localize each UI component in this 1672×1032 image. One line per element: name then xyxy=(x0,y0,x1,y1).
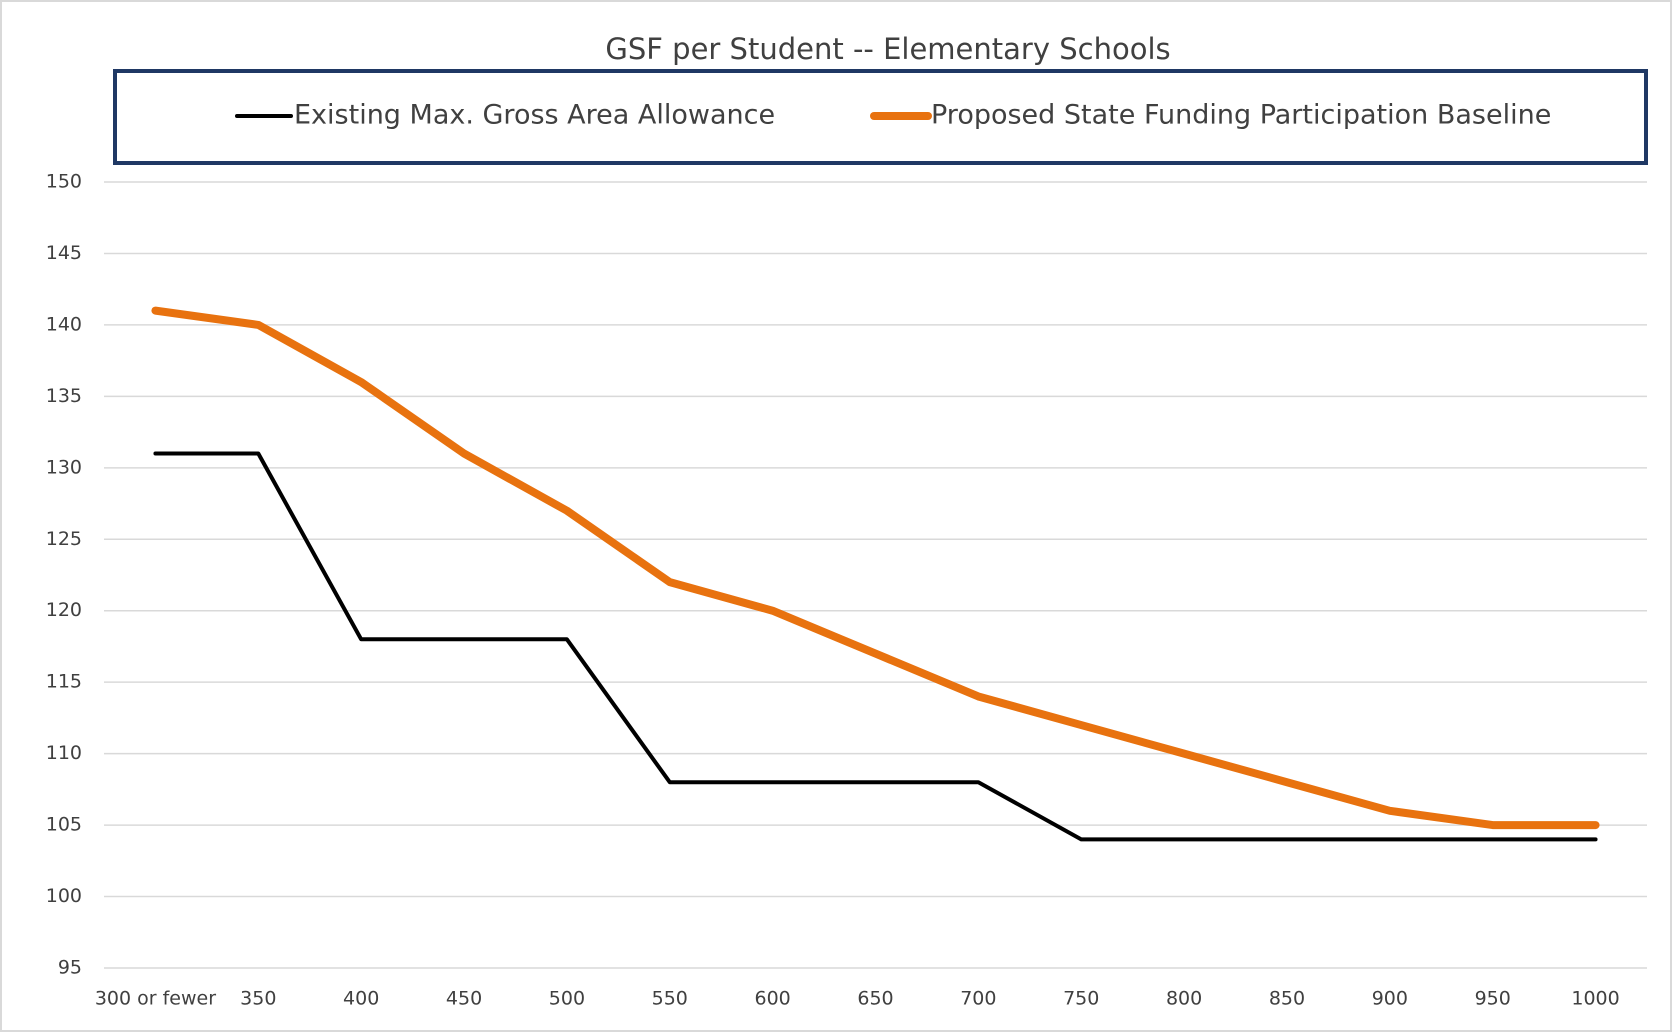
legend-label: Proposed State Funding Participation Bas… xyxy=(931,100,1551,131)
x-tick-label: 400 xyxy=(343,988,379,1010)
x-tick-label: 900 xyxy=(1372,988,1408,1010)
x-tick-label: 1000 xyxy=(1571,988,1619,1010)
series-line xyxy=(153,451,1598,842)
y-tick-label: 130 xyxy=(46,456,82,478)
y-tick-label: 120 xyxy=(46,599,82,621)
y-tick-label: 125 xyxy=(46,528,82,550)
x-tick-label: 650 xyxy=(857,988,893,1010)
series-line xyxy=(151,306,1600,830)
y-tick-label: 95 xyxy=(58,957,82,979)
x-tick-label: 550 xyxy=(652,988,688,1010)
x-tick-label: 950 xyxy=(1475,988,1511,1010)
y-tick-label: 100 xyxy=(46,885,82,907)
y-tick-label: 145 xyxy=(46,242,82,264)
y-tick-label: 150 xyxy=(46,171,82,193)
x-tick-label: 300 or fewer xyxy=(95,988,216,1010)
y-tick-label: 135 xyxy=(46,385,82,407)
x-tick-label: 850 xyxy=(1269,988,1305,1010)
x-tick-label: 700 xyxy=(960,988,996,1010)
y-tick-label: 110 xyxy=(46,742,82,764)
legend-label: Existing Max. Gross Area Allowance xyxy=(294,100,775,131)
x-tick-label: 800 xyxy=(1166,988,1202,1010)
y-tick-label: 105 xyxy=(46,814,82,836)
x-tick-label: 450 xyxy=(446,988,482,1010)
chart-title: GSF per Student -- Elementary Schools xyxy=(605,32,1170,66)
x-tick-label: 500 xyxy=(549,988,585,1010)
x-tick-label: 750 xyxy=(1063,988,1099,1010)
x-tick-label: 600 xyxy=(755,988,791,1010)
x-tick-label: 350 xyxy=(240,988,276,1010)
y-tick-label: 140 xyxy=(46,313,82,335)
y-tick-label: 115 xyxy=(46,671,82,693)
